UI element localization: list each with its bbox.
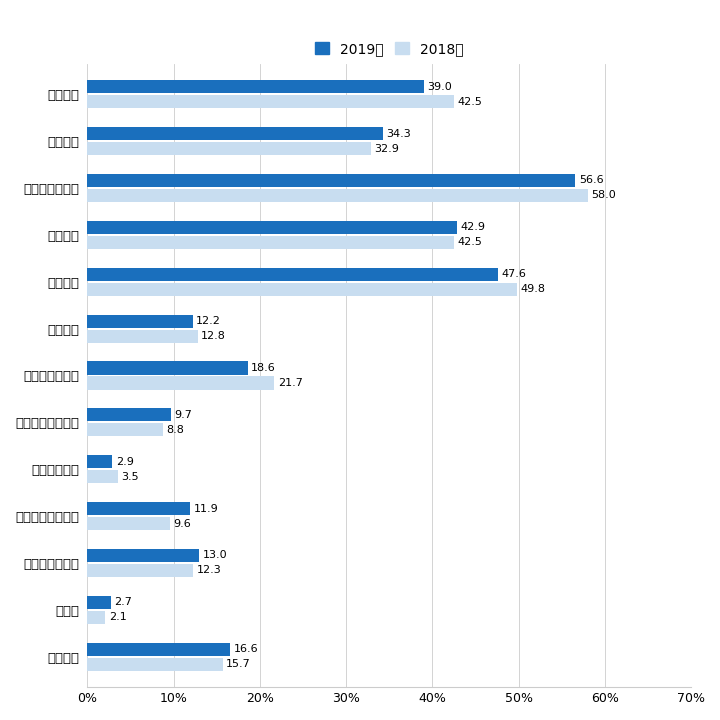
Text: 2.7: 2.7 [114,598,132,607]
Text: 32.9: 32.9 [374,143,400,153]
Bar [87,423,163,436]
Bar [87,549,199,562]
Bar [87,517,170,530]
Text: 15.7: 15.7 [226,660,251,669]
Bar [87,361,248,374]
Text: 18.6: 18.6 [251,363,276,373]
Text: 42.5: 42.5 [457,96,482,107]
Bar [87,595,111,609]
Bar [87,502,190,515]
Bar [87,283,517,296]
Bar [87,174,575,187]
Bar [87,127,383,140]
Bar [87,657,222,671]
Text: 8.8: 8.8 [166,425,184,435]
Text: 12.8: 12.8 [201,331,226,341]
Text: 9.6: 9.6 [174,518,192,528]
Bar [87,408,171,421]
Text: 49.8: 49.8 [521,284,545,294]
Bar [87,330,198,343]
Bar [87,80,423,94]
Text: 21.7: 21.7 [278,378,303,388]
Text: 2.1: 2.1 [109,612,127,622]
Text: 9.7: 9.7 [174,410,192,420]
Text: 42.5: 42.5 [457,238,482,248]
Bar [87,455,112,468]
Bar [87,564,194,577]
Bar [87,142,371,155]
Legend: 2019年, 2018年: 2019年, 2018年 [310,37,469,61]
Text: 3.5: 3.5 [121,472,138,482]
Text: 47.6: 47.6 [501,269,526,279]
Text: 58.0: 58.0 [591,191,616,200]
Text: 34.3: 34.3 [387,129,411,138]
Bar [87,235,454,249]
Bar [87,611,105,624]
Bar [87,95,454,108]
Text: 42.9: 42.9 [461,222,486,233]
Text: 12.2: 12.2 [196,316,221,326]
Bar [87,643,230,656]
Bar [87,315,192,328]
Bar [87,189,588,202]
Text: 2.9: 2.9 [116,456,134,467]
Bar [87,268,498,281]
Text: 13.0: 13.0 [203,550,228,560]
Bar [87,470,117,483]
Text: 39.0: 39.0 [427,81,452,91]
Bar [87,221,457,234]
Text: 56.6: 56.6 [579,176,603,186]
Text: 11.9: 11.9 [194,503,218,513]
Text: 16.6: 16.6 [234,644,258,654]
Bar [87,377,274,390]
Text: 12.3: 12.3 [197,565,222,575]
